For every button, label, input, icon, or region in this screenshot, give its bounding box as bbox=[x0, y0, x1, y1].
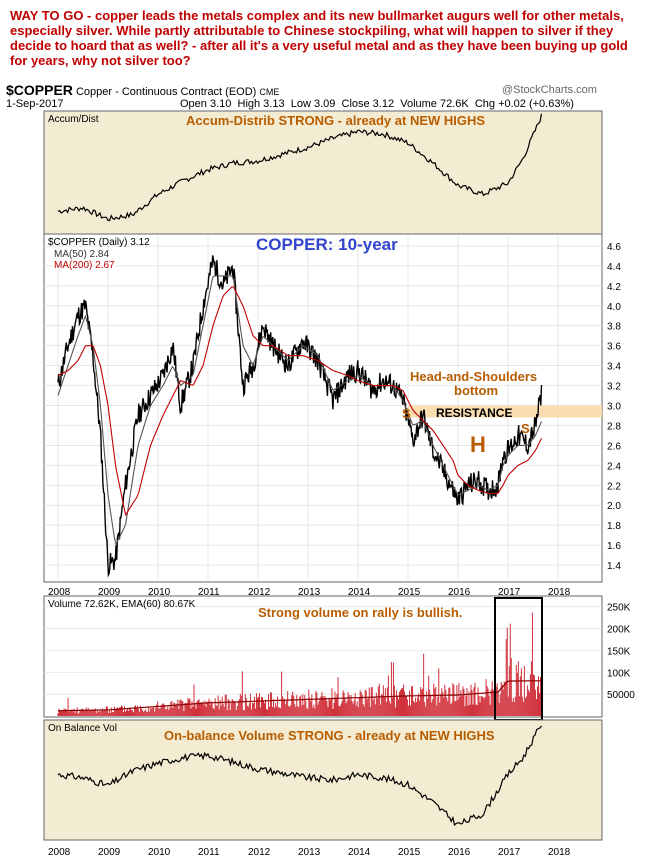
chart-date: 1-Sep-2017 bbox=[6, 98, 64, 110]
price-x-tick-label: 2015 bbox=[398, 587, 421, 598]
price-y-tick-label: 4.0 bbox=[607, 302, 621, 313]
ma50-path bbox=[57, 275, 543, 546]
ma200-legend: MA(200) 2.67 bbox=[54, 260, 115, 271]
headline-commentary: WAY TO GO - copper leads the metals comp… bbox=[10, 8, 628, 68]
accum-dist-path bbox=[57, 113, 543, 222]
obv-legend: On Balance Vol bbox=[48, 723, 117, 734]
price-y-tick-label: 4.6 bbox=[607, 242, 621, 253]
volume-annotation: Strong volume on rally is bullish. bbox=[258, 605, 462, 620]
obv-line bbox=[57, 725, 542, 827]
symbol-description: Copper - Continuous Contract (EOD) bbox=[75, 86, 257, 98]
volume-y-tick-label: 100K bbox=[607, 668, 631, 679]
ohlc-values: Open 3.10 High 3.13 Low 3.09 Close 3.12 … bbox=[180, 98, 574, 110]
accum-dist-legend: Accum/Dist bbox=[48, 114, 99, 125]
price-x-tick-label: 2012 bbox=[248, 587, 271, 598]
price-x-tick-label: 2008 bbox=[48, 587, 71, 598]
obv-x-tick-label: 2018 bbox=[548, 847, 571, 858]
right-shoulder-label: S bbox=[521, 421, 530, 436]
price-y-tick-label: 3.4 bbox=[607, 362, 621, 373]
chart-header-line1: $COPPER Copper - Continuous Contract (EO… bbox=[6, 82, 279, 98]
volume-y-tick-label: 150K bbox=[607, 646, 631, 657]
price-close-path bbox=[57, 255, 543, 578]
volume-value: Volume 72.6K bbox=[400, 98, 469, 110]
volume-bars bbox=[57, 612, 542, 716]
change-value: Chg +0.02 (+0.63%) bbox=[474, 98, 574, 110]
price-y-tick-label: 2.8 bbox=[607, 421, 621, 432]
price-y-tick-label: 3.0 bbox=[607, 402, 621, 413]
volume-y-ticks: 50000 100K 150K 200K 250K bbox=[607, 603, 635, 701]
left-shoulder-label: S bbox=[402, 406, 411, 421]
price-x-tick-label: 2011 bbox=[198, 587, 220, 598]
obv-x-tick-label: 2017 bbox=[498, 847, 521, 858]
price-y-tick-label: 2.0 bbox=[607, 501, 621, 512]
volume-legend: Volume 72.62K, EMA(60) 80.67K bbox=[48, 599, 196, 610]
price-x-tick-label: 2018 bbox=[548, 587, 571, 598]
obv-panel bbox=[43, 719, 603, 841]
symbol: $COPPER bbox=[6, 82, 73, 98]
obv-x-tick-label: 2015 bbox=[398, 847, 421, 858]
obv-x-ticks: 2008 2009 2010 2011 2012 2013 2014 2015 2016 2017… bbox=[48, 847, 571, 858]
volume-y-tick-label: 200K bbox=[607, 625, 631, 636]
price-y-tick-label: 2.4 bbox=[607, 461, 621, 472]
obv-x-tick-label: 2016 bbox=[448, 847, 471, 858]
close-value: Close 3.12 bbox=[341, 98, 395, 110]
resistance-band bbox=[408, 405, 602, 418]
obv-x-tick-label: 2010 bbox=[148, 847, 171, 858]
price-y-tick-label: 2.6 bbox=[607, 441, 621, 452]
volume-y-tick-label: 50000 bbox=[607, 690, 635, 701]
price-title: COPPER: 10-year bbox=[256, 235, 398, 254]
price-x-tick-label: 2010 bbox=[148, 587, 171, 598]
ma50-legend: MA(50) 2.84 bbox=[54, 249, 109, 260]
chart-header-line2: 1-Sep-2017 Open 3.10 High 3.13 Low 3.09 … bbox=[6, 98, 640, 110]
volume-ema-path bbox=[57, 680, 542, 712]
hs-annotation-line2: bottom bbox=[454, 383, 498, 398]
price-x-tick-label: 2009 bbox=[98, 587, 121, 598]
price-y-tick-label: 4.2 bbox=[607, 282, 621, 293]
price-y-tick-label: 2.2 bbox=[607, 481, 621, 492]
price-y-tick-label: 1.8 bbox=[607, 521, 621, 532]
exchange: CME bbox=[259, 87, 280, 97]
ma200-path bbox=[57, 286, 542, 517]
obv-x-tick-label: 2011 bbox=[198, 847, 220, 858]
volume-y-tick-label: 250K bbox=[607, 603, 631, 614]
price-y-tick-label: 4.4 bbox=[607, 262, 621, 273]
accum-dist-annotation: Accum-Distrib STRONG - already at NEW HI… bbox=[186, 113, 485, 128]
low-value: Low 3.09 bbox=[290, 98, 336, 110]
price-x-ticks: 2008 2009 2010 2011 2012 2013 2014 2015 2016 2017… bbox=[48, 587, 571, 598]
price-series bbox=[57, 255, 543, 578]
obv-x-tick-label: 2009 bbox=[98, 847, 121, 858]
price-x-tick-label: 2016 bbox=[448, 587, 471, 598]
accum-dist-line bbox=[57, 113, 543, 222]
obv-annotation: On-balance Volume STRONG - already at NE… bbox=[164, 728, 495, 743]
accum-dist-panel bbox=[43, 110, 603, 235]
resistance-label: RESISTANCE bbox=[436, 406, 512, 420]
price-y-ticks: 1.4 1.6 1.8 2.0 2.2 2.4 2.6 2.8 3.0 3.2 3.4 3.6 3.8 4… bbox=[607, 242, 621, 572]
head-label: H bbox=[470, 432, 486, 457]
high-value: High 3.13 bbox=[237, 98, 285, 110]
hs-annotation-line1: Head-and-Shoulders bbox=[410, 369, 537, 384]
price-y-tick-label: 1.4 bbox=[607, 561, 621, 572]
obv-x-tick-label: 2008 bbox=[48, 847, 71, 858]
obv-x-tick-label: 2014 bbox=[348, 847, 371, 858]
price-y-tick-label: 1.6 bbox=[607, 541, 621, 552]
obv-x-tick-label: 2012 bbox=[248, 847, 271, 858]
obv-path bbox=[57, 725, 542, 827]
obv-x-tick-label: 2013 bbox=[298, 847, 321, 858]
price-x-tick-label: 2014 bbox=[348, 587, 371, 598]
stockcharts-watermark: @StockCharts.com bbox=[502, 84, 597, 96]
price-y-tick-label: 3.2 bbox=[607, 382, 621, 393]
price-legend: $COPPER (Daily) 3.12 bbox=[48, 237, 150, 248]
price-y-tick-label: 3.6 bbox=[607, 342, 621, 353]
price-x-tick-label: 2013 bbox=[298, 587, 321, 598]
price-x-tick-label: 2017 bbox=[498, 587, 521, 598]
price-grid bbox=[44, 236, 602, 580]
price-y-tick-label: 3.8 bbox=[607, 322, 621, 333]
open-value: Open 3.10 bbox=[180, 98, 232, 110]
